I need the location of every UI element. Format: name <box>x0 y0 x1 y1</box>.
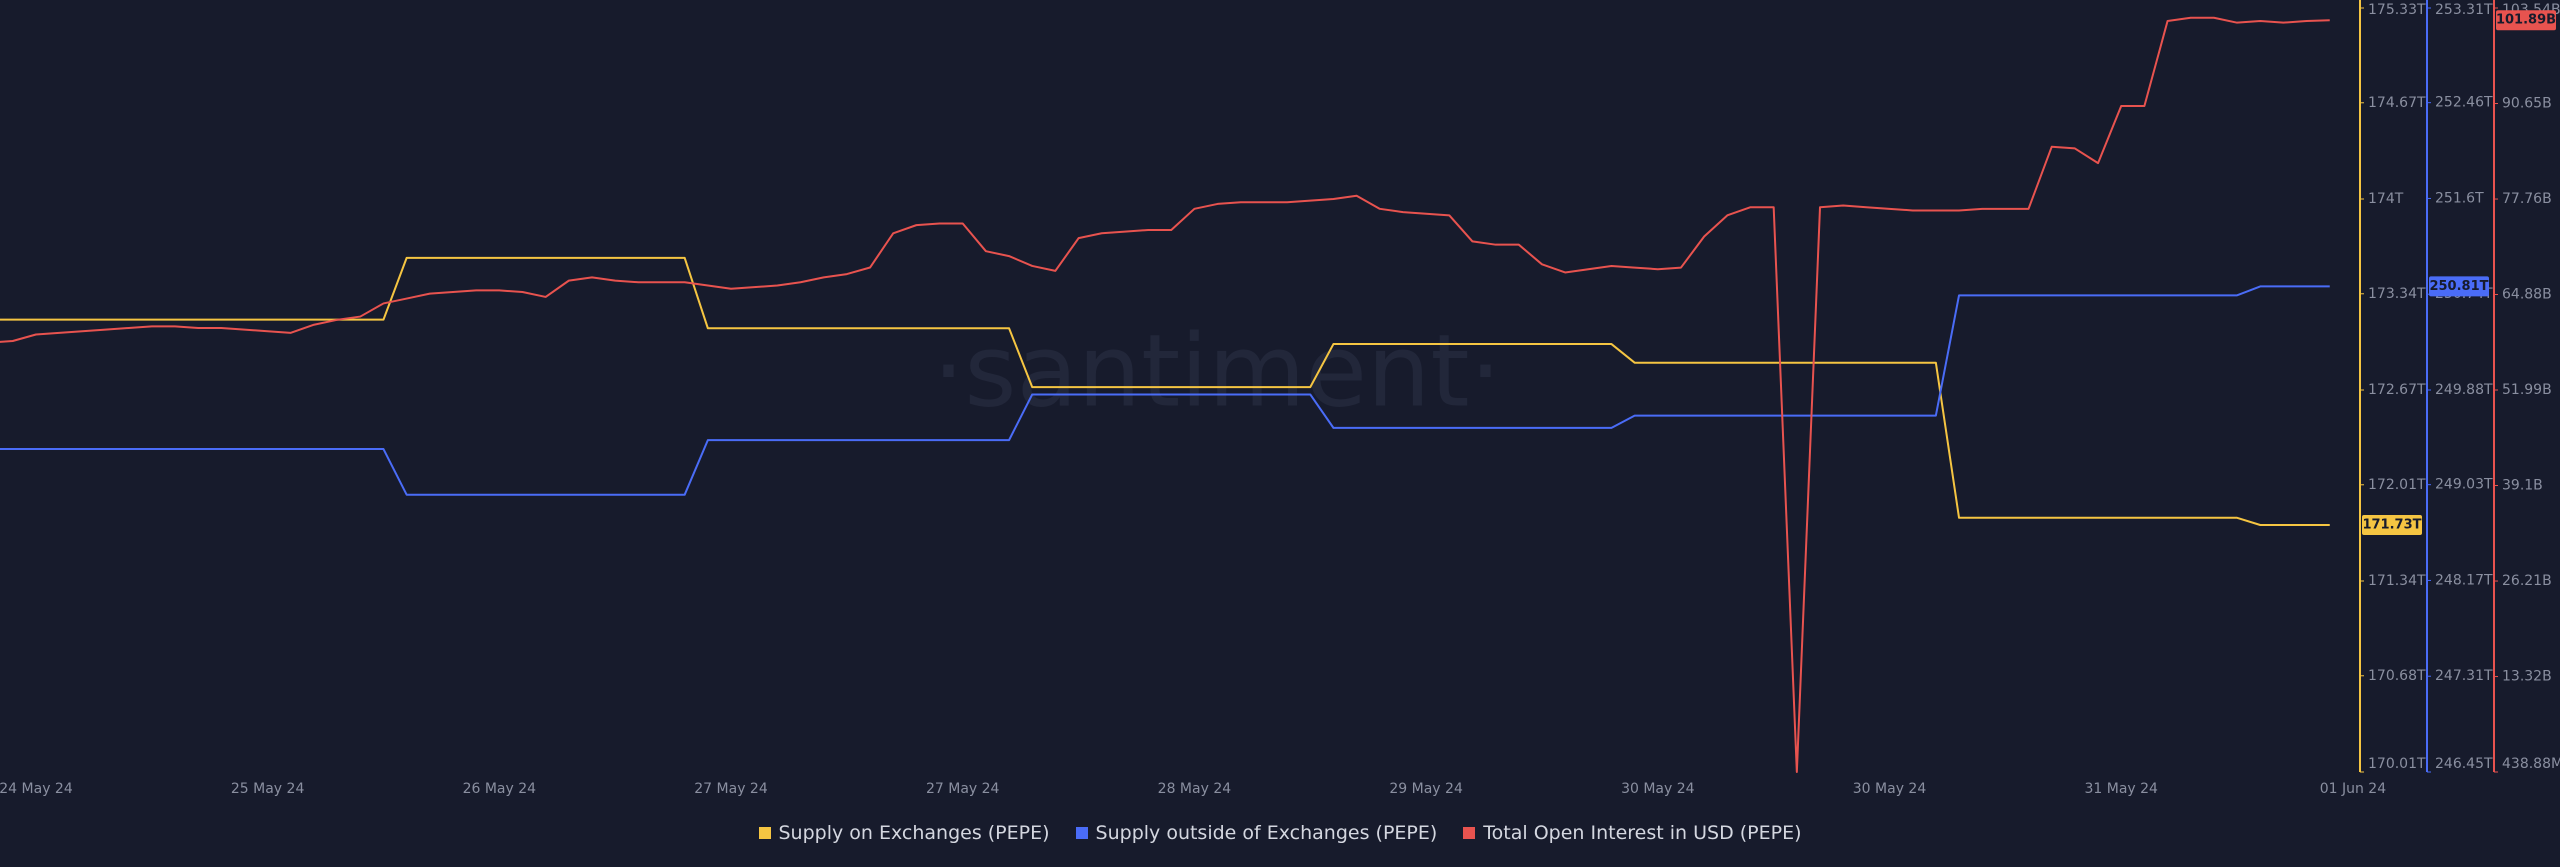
y-tick-label: 174.67T <box>2368 95 2426 111</box>
legend-swatch <box>1075 827 1088 839</box>
x-tick-label: 30 May 24 <box>1621 781 1695 797</box>
x-tick-label: 26 May 24 <box>463 781 537 797</box>
y-tick-label: 90.65B <box>2502 96 2552 112</box>
chart: ·santiment· 175.33T 174.67T 174T 173.34T 172… <box>0 0 2560 797</box>
legend-label: Supply outside of Exchanges (PEPE) <box>1095 822 1438 844</box>
y-tick-label: 247.31T <box>2435 668 2493 684</box>
legend: Supply on Exchanges (PEPE) Supply outside… <box>0 815 2560 851</box>
legend-swatch <box>758 827 771 839</box>
y-tick-label: 253.31T <box>2435 2 2493 18</box>
x-tick-label: 24 May 24 <box>0 781 73 797</box>
watermark: ·santiment· <box>933 312 1502 429</box>
current-value-label: 171.73T <box>2362 517 2421 532</box>
series-line <box>0 285 2330 496</box>
x-tick-label: 30 May 24 <box>1853 781 1927 797</box>
y-tick-label: 175.33T <box>2368 2 2426 18</box>
y-tick-label: 173.34T <box>2368 286 2426 302</box>
y-tick-label: 172.01T <box>2368 477 2426 493</box>
y-tick-label: 26.21B <box>2502 573 2552 589</box>
y-tick-label: 249.88T <box>2435 382 2493 398</box>
series-line <box>0 256 2330 526</box>
legend-label: Total Open Interest in USD (PEPE) <box>1483 822 1802 844</box>
y-tick-label: 170.01T <box>2368 756 2426 772</box>
current-value-label: 250.81T <box>2429 279 2488 294</box>
y-tick-label: 13.32B <box>2502 669 2552 685</box>
current-value-box <box>2496 10 2556 31</box>
y-tick-label: 172.67T <box>2368 382 2426 398</box>
y-tick-label: 51.99B <box>2502 382 2552 398</box>
y-tick-label: 246.45T <box>2435 756 2493 772</box>
current-value-box <box>2429 276 2489 297</box>
y-tick-label: 39.1B <box>2502 478 2543 494</box>
y-tick-label: 77.76B <box>2502 191 2552 207</box>
y-tick-label: 248.17T <box>2435 572 2493 588</box>
x-tick-label: 01 Jun 24 <box>2320 781 2386 797</box>
x-tick-label: 25 May 24 <box>231 781 305 797</box>
x-tick-label: 27 May 24 <box>694 781 768 797</box>
series-line <box>0 16 2330 773</box>
y-tick-label: 174T <box>2368 191 2404 207</box>
x-tick-label: 29 May 24 <box>1389 781 1463 797</box>
legend-item[interactable]: Supply on Exchanges (PEPE) <box>758 822 1050 844</box>
legend-item[interactable]: Total Open Interest in USD (PEPE) <box>1463 822 1802 844</box>
current-value-box <box>2362 514 2422 535</box>
x-tick-label: 28 May 24 <box>1158 781 1232 797</box>
y-tick-label: 438.88M <box>2502 756 2560 772</box>
y-tick-label: 251.6T <box>2435 190 2484 206</box>
x-tick-label: 27 May 24 <box>926 781 1000 797</box>
y-tick-label: 252.46T <box>2435 95 2493 111</box>
current-value-label: 101.89B <box>2496 13 2556 28</box>
y-tick-label: 249.03T <box>2435 477 2493 493</box>
y-tick-label: 171.34T <box>2368 573 2426 589</box>
x-tick-label: 31 May 24 <box>2084 781 2158 797</box>
y-tick-label: 170.68T <box>2368 668 2426 684</box>
legend-swatch <box>1463 827 1476 839</box>
legend-item[interactable]: Supply outside of Exchanges (PEPE) <box>1075 822 1438 844</box>
plot-area <box>0 16 2330 773</box>
y-tick-label: 64.88B <box>2502 286 2552 302</box>
legend-label: Supply on Exchanges (PEPE) <box>778 822 1050 844</box>
